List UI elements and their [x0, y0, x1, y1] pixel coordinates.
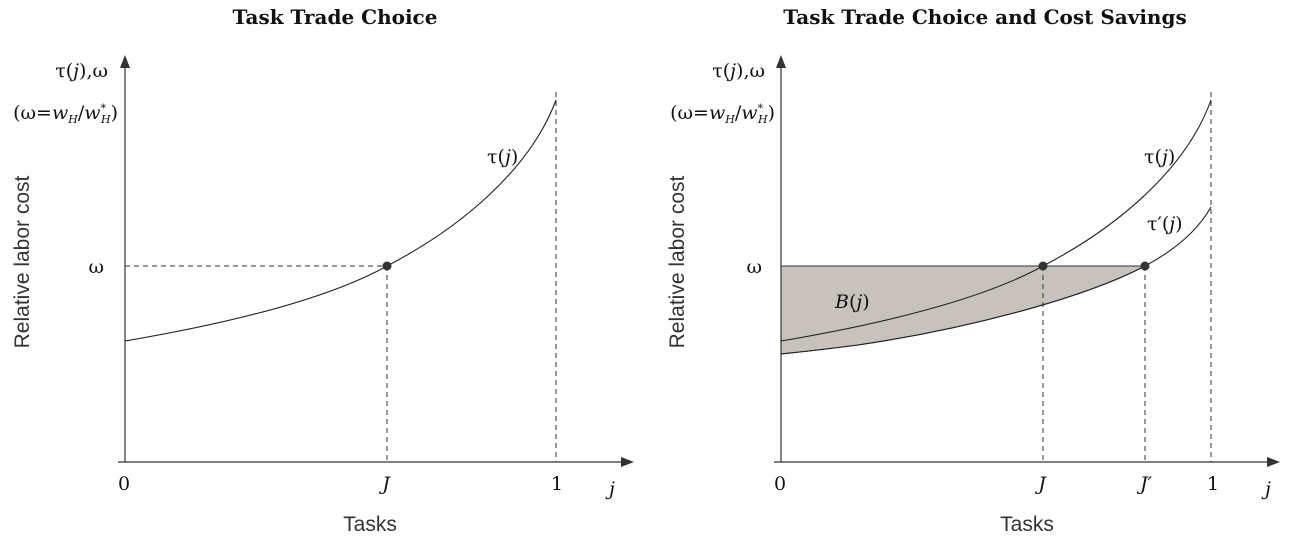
tau-curve-label: τ(j): [487, 146, 518, 168]
tau-curve: [124, 99, 557, 342]
intersection-point-J: [1038, 261, 1048, 271]
panel-left: Task Trade Choice τ(j),ω (ω=wH/w* H) Rela…: [11, 5, 634, 536]
x-tick-1: 1: [1207, 473, 1219, 495]
x-axis-title: Tasks: [1000, 513, 1054, 536]
y-axis-arrow: [120, 55, 130, 68]
y-axis-top-label: τ(j),ω: [712, 60, 765, 82]
y-axis-title: Relative labor cost: [666, 175, 689, 348]
x-tick-1: 1: [551, 473, 563, 495]
y-axis-arrow: [776, 55, 786, 68]
y-axis-title: Relative labor cost: [11, 175, 34, 348]
y-axis-sub-label: (ω=wH/w* H): [670, 102, 775, 126]
x-tick-J: J: [1034, 473, 1047, 495]
x-axis-title: Tasks: [343, 513, 397, 536]
tau-prime-curve-label: τ′(j): [1147, 213, 1183, 235]
x-tick-J: J: [378, 473, 391, 495]
panel-title: Task Trade Choice and Cost Savings: [783, 5, 1186, 29]
x-tick-J-prime: J′: [1136, 473, 1153, 495]
omega-label: ω: [747, 256, 763, 278]
x-tick-0: 0: [774, 473, 786, 495]
x-tick-0: 0: [118, 473, 130, 495]
y-axis-sub-label: (ω=wH/w* H): [13, 102, 118, 126]
tau-prime-curve: [780, 206, 1212, 355]
area-label: B(j): [834, 291, 870, 313]
x-axis-arrow: [621, 457, 634, 467]
intersection-point-J-prime: [1140, 261, 1150, 271]
panel-title: Task Trade Choice: [233, 5, 438, 29]
x-var-label: j: [605, 478, 615, 500]
x-axis-arrow: [1267, 457, 1280, 467]
y-axis-top-label: τ(j),ω: [55, 60, 108, 82]
x-var-label: j: [1261, 478, 1271, 500]
intersection-point: [382, 261, 392, 271]
panel-right: Task Trade Choice and Cost Savings τ(j),…: [666, 5, 1280, 536]
tau-curve-label: τ(j): [1144, 146, 1175, 168]
omega-label: ω: [89, 256, 105, 278]
